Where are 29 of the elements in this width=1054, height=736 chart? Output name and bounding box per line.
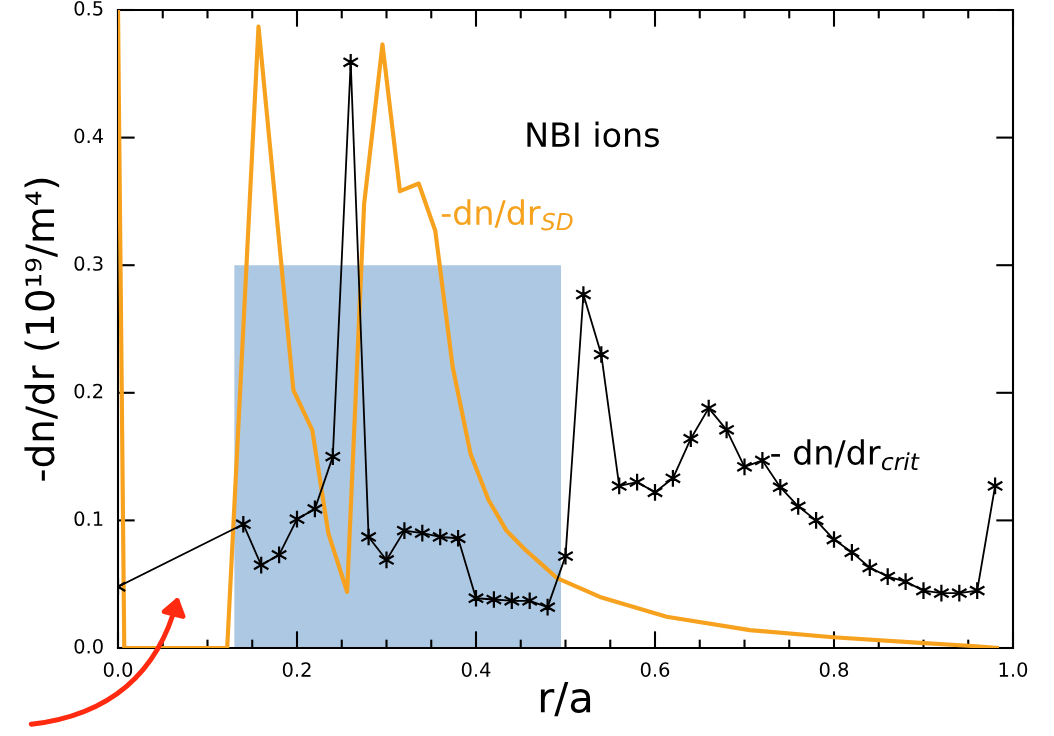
point [396, 521, 413, 541]
x-tick-label: 0.2 [282, 662, 311, 677]
point [575, 285, 592, 304]
x-tick-label: 0.4 [461, 662, 491, 677]
point [754, 450, 771, 470]
x-tick-label: 0.0 [103, 662, 133, 677]
y-axis-title: -dn/dr (10¹⁹/m⁴) [24, 178, 60, 481]
point [933, 583, 950, 603]
y-tick-label: 0.1 [74, 511, 103, 527]
y-tick-label: 0.5 [74, 0, 103, 16]
point [736, 457, 753, 477]
point [360, 527, 377, 547]
point [915, 581, 932, 601]
x-tick-label: 1.0 [999, 662, 1028, 677]
y-tick-label: 0.2 [74, 383, 103, 399]
point [539, 597, 556, 617]
series-label: -dn/dr$_{SD}$ [441, 199, 573, 231]
point [897, 572, 914, 592]
x-axis-title: r/a [540, 681, 591, 717]
y-tick-label: 0.4 [74, 128, 104, 144]
point [718, 420, 735, 440]
x-tick-label: 0.6 [640, 662, 670, 677]
x-tick-label: 0.8 [819, 662, 849, 677]
point [557, 546, 574, 566]
point [378, 550, 395, 570]
y-tick-label: 0.0 [74, 638, 103, 654]
text: NBI ions [527, 121, 659, 148]
series-label: - dn/dr$_{crit}$ [771, 439, 920, 471]
y-tick-label: 0.3 [74, 256, 103, 271]
